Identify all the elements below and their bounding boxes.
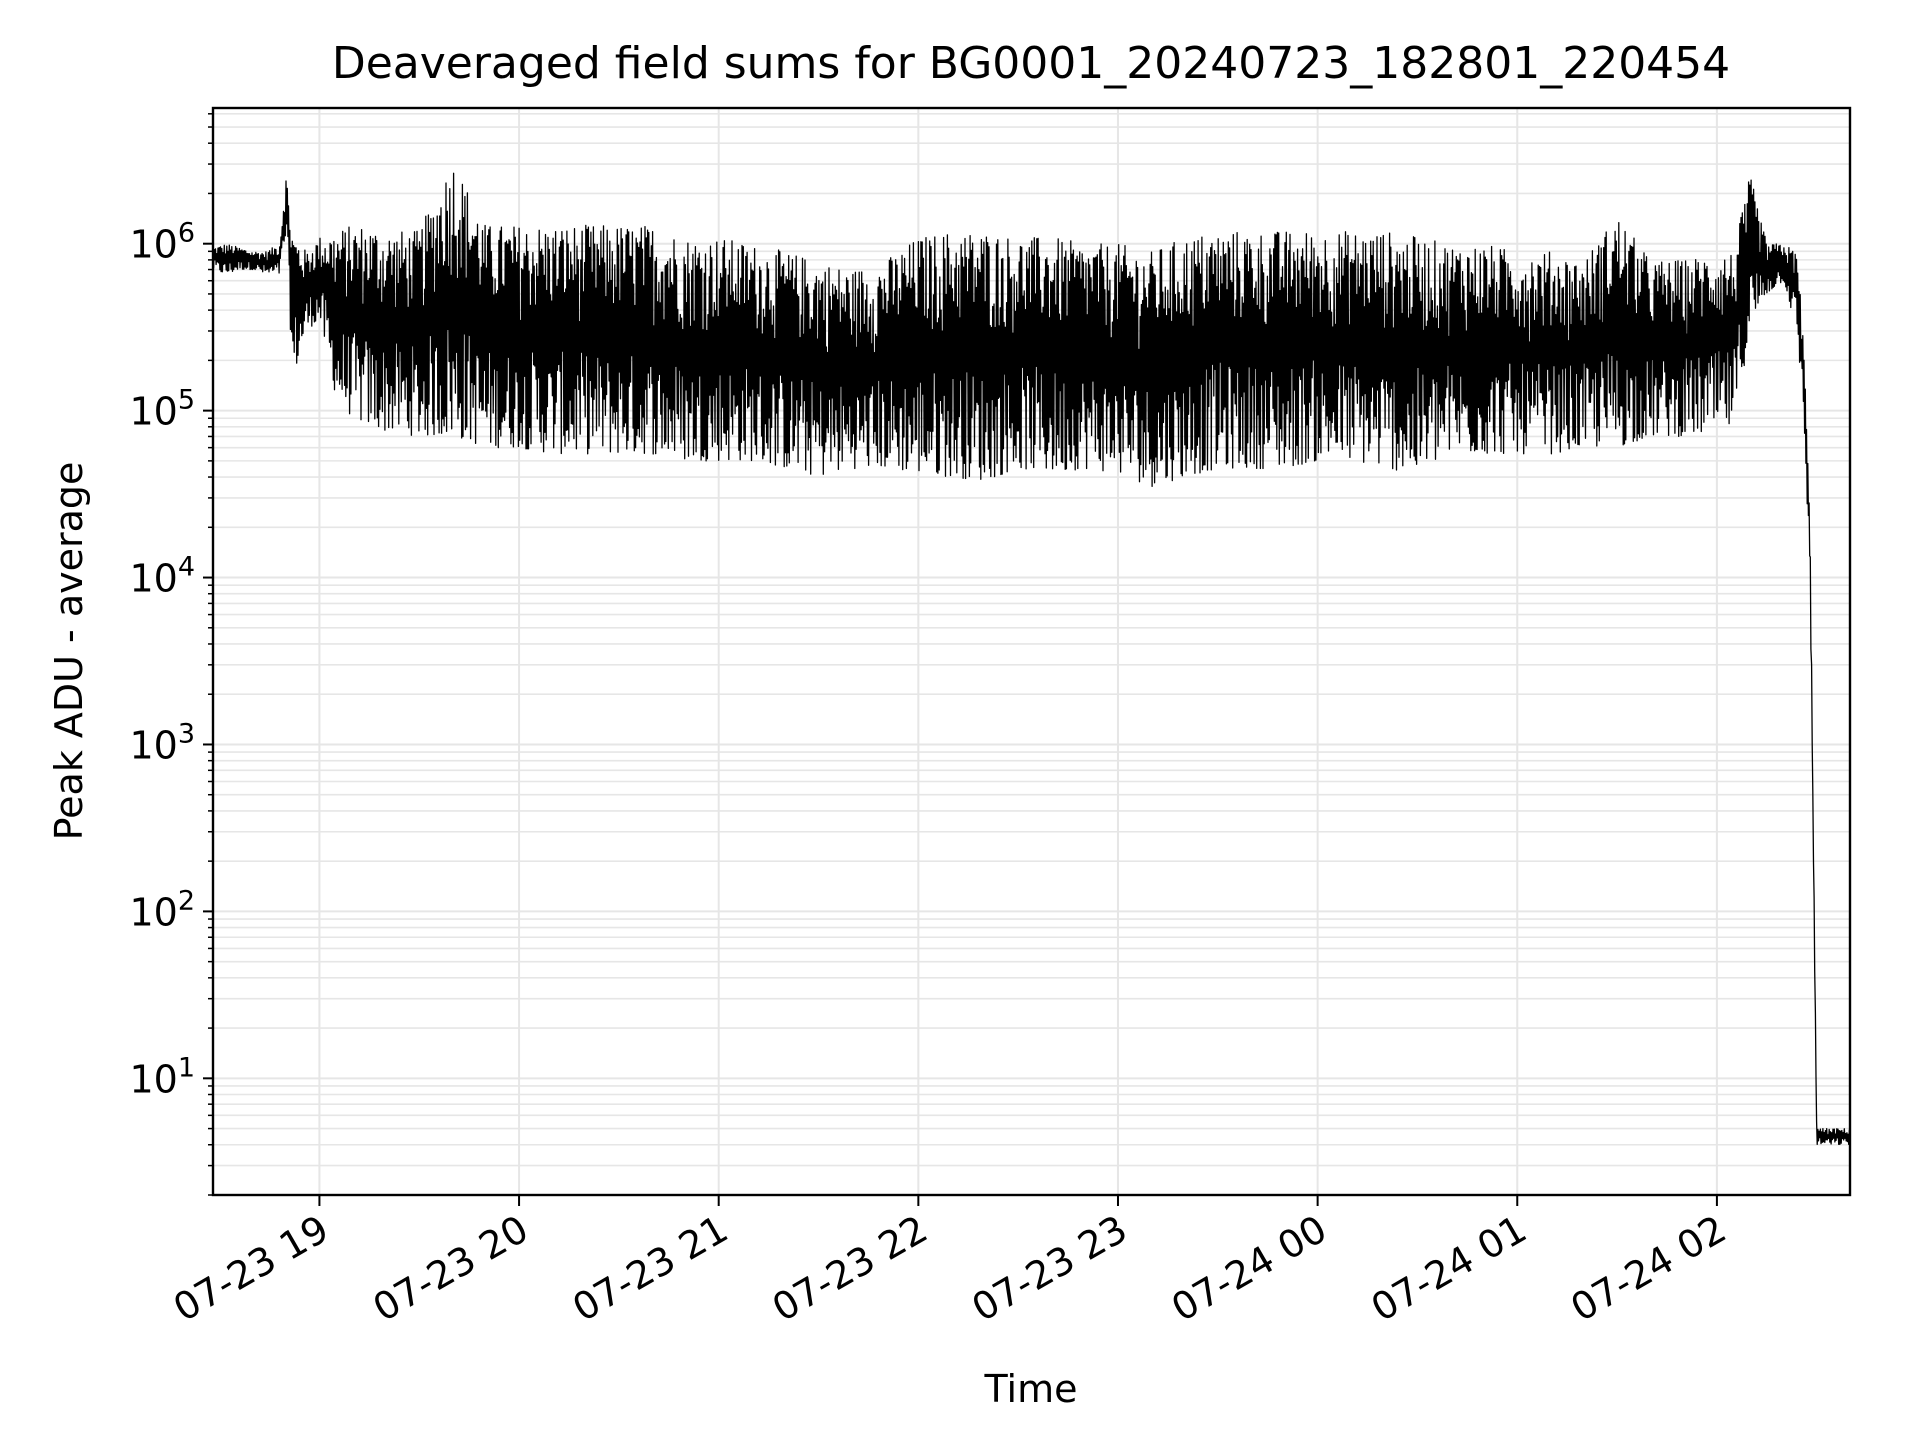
y-tick-label-base: 10 — [129, 223, 177, 267]
y-tick-label-base: 10 — [129, 890, 177, 934]
y-tick-label-base: 10 — [129, 723, 177, 767]
y-tick-label-exponent: 2 — [178, 885, 195, 916]
y-tick-label: 104 — [129, 552, 195, 601]
y-tick-label-base: 10 — [129, 1057, 177, 1101]
y-tick-label: 105 — [129, 385, 195, 434]
chart-title: Deaveraged field sums for BG0001_2024072… — [332, 38, 1730, 89]
y-tick-label-exponent: 1 — [178, 1052, 195, 1083]
y-tick-label-base: 10 — [129, 390, 177, 434]
x-axis-label: Time — [984, 1367, 1078, 1411]
y-tick-label: 103 — [129, 718, 195, 767]
plot-frame — [211, 106, 1852, 1197]
series-line — [212, 172, 1851, 1146]
y-tick-label: 106 — [129, 218, 195, 267]
y-tick-label-exponent: 5 — [178, 385, 195, 416]
data-layer — [212, 172, 1851, 1146]
y-tick-label: 101 — [129, 1052, 195, 1101]
y-tick-label-exponent: 4 — [178, 552, 195, 583]
y-tick-label-base: 10 — [129, 557, 177, 601]
y-tick-label-exponent: 3 — [178, 718, 195, 749]
y-tick-label: 102 — [129, 885, 195, 934]
y-tick-label-exponent: 6 — [178, 218, 195, 249]
y-axis-label: Peak ADU - average — [47, 462, 91, 841]
